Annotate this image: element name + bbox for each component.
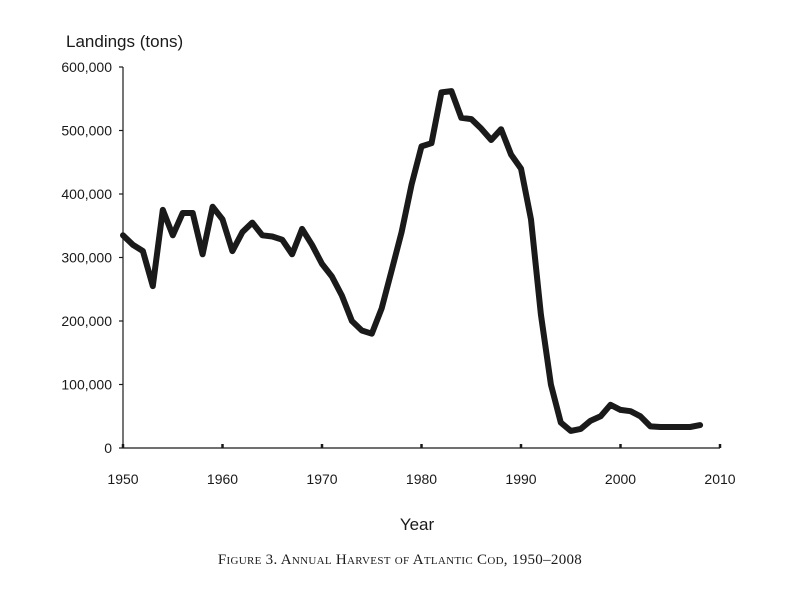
series-line bbox=[120, 88, 704, 434]
x-axis-title: Year bbox=[400, 515, 435, 534]
x-tick-label: 1970 bbox=[306, 471, 337, 487]
y-axis-title: Landings (tons) bbox=[66, 32, 183, 51]
series-layer bbox=[120, 88, 704, 434]
y-tick-label: 300,000 bbox=[61, 250, 112, 266]
y-tick-label: 500,000 bbox=[61, 123, 112, 139]
x-axis: 1950 1960 1970 1980 1990 2000 2010 bbox=[107, 444, 736, 487]
y-axis: 0 100,000 200,000 300,000 400,000 500,000 600,… bbox=[61, 59, 124, 456]
figure-caption: Figure 3. Annual Harvest of Atlantic Cod… bbox=[217, 552, 583, 568]
y-tick-label: 200,000 bbox=[61, 313, 112, 329]
x-tick-label: 1950 bbox=[107, 471, 138, 487]
y-tick-label: 400,000 bbox=[61, 186, 112, 202]
x-tick-label: 2000 bbox=[605, 471, 636, 487]
x-tick-label: 1960 bbox=[207, 471, 238, 487]
x-tick-label: 2010 bbox=[704, 471, 735, 487]
x-tick-label: 1980 bbox=[406, 471, 437, 487]
y-tick-label: 100,000 bbox=[61, 377, 112, 393]
x-tick-label: 1990 bbox=[505, 471, 536, 487]
y-tick-label: 600,000 bbox=[61, 59, 112, 75]
y-tick-label: 0 bbox=[104, 440, 112, 456]
